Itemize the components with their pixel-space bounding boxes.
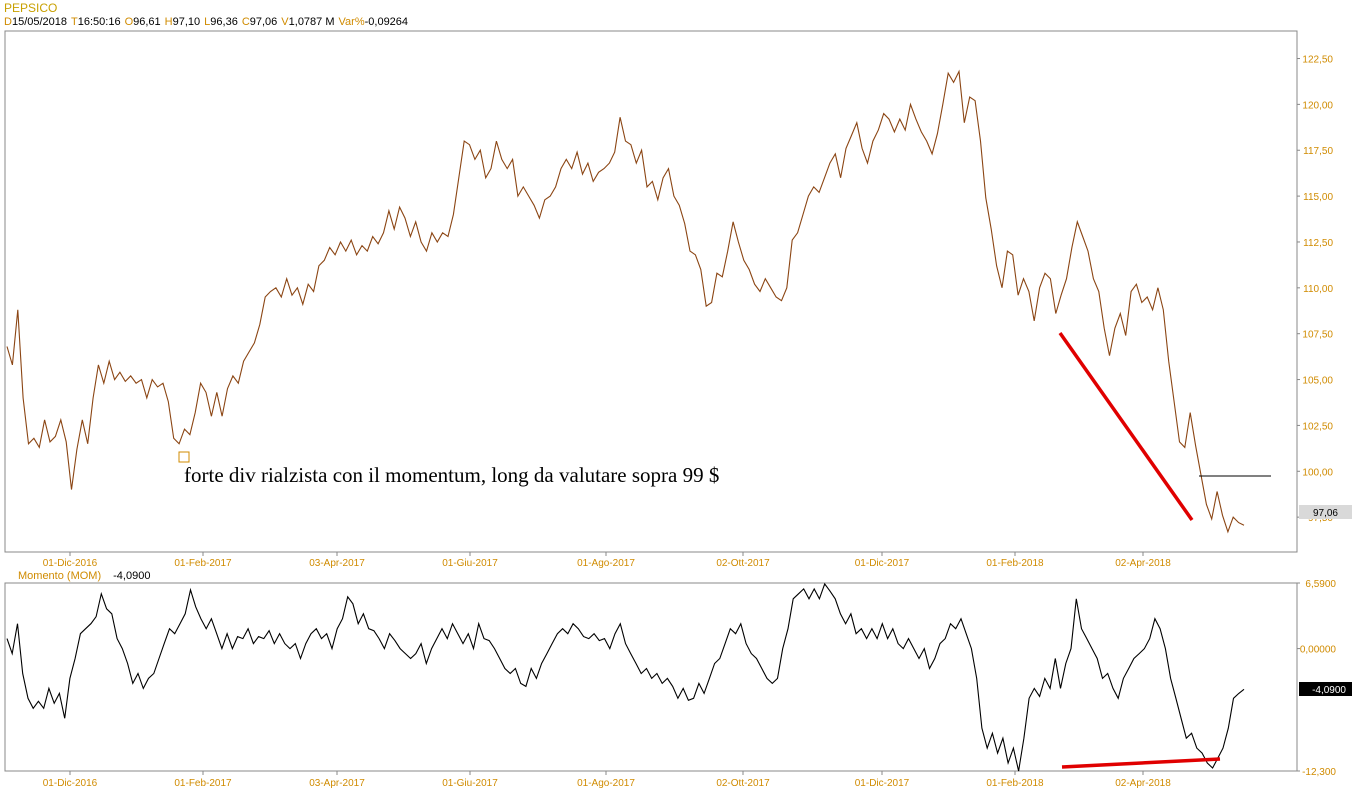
y-tick-label: 120,00 bbox=[1302, 100, 1333, 111]
x-tick-label: 01-Ago-2017 bbox=[577, 778, 635, 789]
momentum-last-value-box bbox=[1299, 682, 1352, 696]
x-tick-label: 01-Dic-2017 bbox=[855, 778, 910, 789]
x-tick-label: 02-Apr-2018 bbox=[1115, 558, 1171, 569]
x-tick-label: 03-Apr-2017 bbox=[309, 558, 365, 569]
x-tick-label: 01-Feb-2017 bbox=[174, 558, 232, 569]
x-tick-label: 01-Feb-2018 bbox=[986, 558, 1044, 569]
price-divergence-line bbox=[1058, 331, 1194, 522]
y-tick-label: 107,50 bbox=[1302, 330, 1333, 341]
momentum-divergence-line bbox=[1061, 757, 1221, 769]
price-y-axis: 97,50100,00102,50105,00107,50110,00112,5… bbox=[1297, 55, 1333, 524]
chart-title: PEPSICO bbox=[4, 1, 58, 15]
momentum-x-axis: 01-Dic-2016 01-Feb-2017 03-Apr-2017 01-Giu-… bbox=[43, 771, 1171, 789]
ohlc-key: O bbox=[124, 16, 134, 28]
momentum-plot-frame bbox=[4, 582, 1298, 772]
x-tick-label: 01-Dic-2017 bbox=[855, 558, 910, 569]
price-series-line bbox=[6, 69, 1245, 534]
x-tick-label: 02-Ott-2017 bbox=[716, 558, 770, 569]
ohlc-value: 96,61 bbox=[133, 16, 161, 28]
x-tick-label: 01-Giu-2017 bbox=[442, 558, 498, 569]
price-plot-frame bbox=[4, 30, 1298, 553]
ohlc-value: 97,06 bbox=[249, 16, 278, 28]
y-tick-label: 6,5900 bbox=[1305, 579, 1336, 590]
x-tick-label: 03-Apr-2017 bbox=[309, 778, 365, 789]
annotation-anchor-marker bbox=[178, 451, 190, 463]
y-tick-label: 110,00 bbox=[1303, 284, 1333, 295]
ohlc-key: Var% bbox=[338, 16, 365, 28]
price-x-axis: 01-Dic-2016 01-Feb-2017 03-Apr-2017 01-Giu-… bbox=[43, 552, 1171, 569]
ohlc-key: T bbox=[71, 16, 78, 28]
price-last-value: 97,06 bbox=[1313, 508, 1338, 519]
momentum-y-axis: 6,5900 0,00000 -12,300 bbox=[1297, 579, 1336, 778]
y-tick-label: -12,300 bbox=[1302, 767, 1336, 778]
ohlc-key: L bbox=[204, 16, 211, 28]
momentum-header: Momento (MOM) -4,0900 bbox=[18, 570, 150, 582]
ohlc-value: 97,10 bbox=[172, 16, 201, 28]
ohlc-value: 15/05/2018 bbox=[11, 16, 68, 28]
ohlc-value: 96,36 bbox=[210, 16, 238, 28]
ohlc-key: C bbox=[241, 16, 250, 28]
y-tick-label: 117,50 bbox=[1303, 146, 1333, 157]
ohlc-key: V bbox=[281, 16, 289, 28]
y-tick-label: 122,50 bbox=[1302, 55, 1333, 66]
momentum-label: Momento (MOM) bbox=[18, 570, 102, 582]
momentum-last-value: -4,0900 bbox=[1312, 685, 1346, 696]
y-tick-label: 112,50 bbox=[1303, 238, 1333, 249]
ohlc-value: -0,09264 bbox=[364, 16, 409, 28]
x-tick-label: 02-Apr-2018 bbox=[1115, 778, 1171, 789]
y-tick-label: 105,00 bbox=[1302, 376, 1333, 387]
y-tick-label: 115,00 bbox=[1303, 192, 1333, 203]
price-last-value-box bbox=[1299, 505, 1352, 519]
y-tick-label: 0,00000 bbox=[1300, 645, 1337, 656]
x-tick-label: 01-Feb-2018 bbox=[986, 778, 1044, 789]
x-tick-label: 01-Dic-2016 bbox=[43, 778, 98, 789]
annotation-text: forte div rialzista con il momentum, lon… bbox=[184, 463, 719, 487]
y-tick-label: 102,50 bbox=[1302, 421, 1333, 432]
x-tick-label: 01-Dic-2016 bbox=[43, 558, 98, 569]
ohlc-value: 1,0787 M bbox=[288, 16, 335, 28]
x-tick-label: 02-Ott-2017 bbox=[716, 778, 770, 789]
momentum-value: -4,0900 bbox=[113, 570, 151, 582]
momentum-series-line bbox=[6, 582, 1245, 772]
x-tick-label: 01-Giu-2017 bbox=[442, 778, 498, 789]
ohlc-key: D bbox=[4, 16, 12, 28]
ohlc-readout: D15/05/2018 T16:50:16 O96,61 H97,10 L96,36 C9… bbox=[4, 16, 412, 28]
ohlc-value: 16:50:16 bbox=[77, 16, 121, 28]
x-tick-label: 01-Feb-2017 bbox=[174, 778, 232, 789]
y-tick-label: 100,00 bbox=[1302, 467, 1333, 478]
ohlc-key: H bbox=[164, 16, 173, 28]
x-tick-label: 01-Ago-2017 bbox=[577, 558, 635, 569]
